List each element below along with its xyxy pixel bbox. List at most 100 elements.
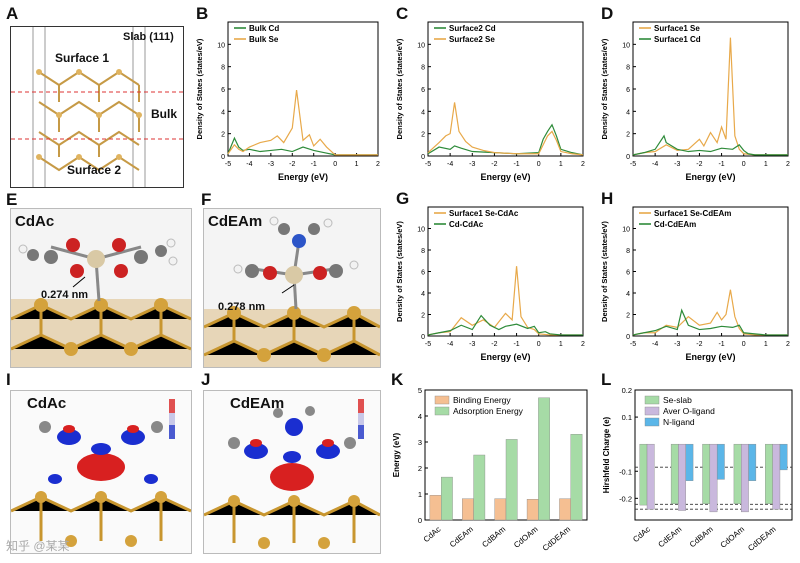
- x-tick-label: CdAc: [631, 525, 652, 544]
- legend-entry: Surface1 Se-CdEAm: [654, 209, 731, 218]
- x-tick-label: -4: [246, 161, 252, 168]
- y-tick-label: 6: [421, 270, 425, 277]
- y-tick-label: 8: [421, 65, 425, 72]
- bar: [441, 476, 453, 521]
- panel-label: G: [396, 189, 410, 208]
- legend-swatch: [434, 395, 450, 405]
- bar: [733, 443, 742, 504]
- x-tick-label: 2: [786, 341, 790, 348]
- x-tick-label: -1: [718, 161, 724, 168]
- dos-chart-b: -5 -4 -3 -2 -1 0 1 2 0 2 4 6 8 10 Energy (eV) Density o…: [195, 21, 380, 182]
- molecule-on-slab-illustration: [11, 238, 191, 367]
- legend-swatch: [644, 406, 660, 416]
- x-tick-label: -3: [674, 161, 680, 168]
- bar: [716, 443, 725, 480]
- dos-chart-g: -5 -4 -3 -2 -1 0 1 2 0 2 4 6 8 10 Energy (eV) Density o…: [395, 206, 585, 362]
- x-tick-label: -4: [652, 161, 658, 168]
- x-tick-label: 2: [376, 161, 380, 168]
- x-tick-label: 2: [581, 161, 585, 168]
- bar: [494, 498, 507, 521]
- bond-distance-label: 0.274 nm: [41, 289, 89, 301]
- x-tick-label: 1: [764, 341, 768, 348]
- chart-h: H -5 -4 -3 -2 -1 0 1 2 0 2 4 6 8 10 Energy (eV) Density…: [595, 185, 800, 370]
- chart-d: D -5 -4 -3 -2 -1 0 1 2 0 2 4 6 8 10 Energy (eV) Density…: [595, 0, 800, 190]
- charge-density-illustration: [204, 399, 380, 549]
- x-axis-label: Energy (eV): [685, 172, 735, 182]
- y-tick-label: 8: [626, 248, 630, 255]
- chart-l: L 0.2 0.1 -0.1 -0.2 Hirshfeld Charge (e) CdAc…: [595, 370, 800, 558]
- panel-label: F: [201, 190, 212, 209]
- bar: [473, 454, 486, 521]
- panel-label: A: [6, 4, 19, 23]
- charge-density-illustration: [11, 399, 191, 547]
- bar: [685, 443, 694, 481]
- slab-diagram: Slab (111) Surface 1 Bulk Surface 2: [10, 26, 184, 188]
- bond-distance-label: 0.278 nm: [218, 301, 266, 313]
- y-tick-label: 0: [421, 334, 425, 341]
- panel-label: D: [601, 4, 614, 23]
- dos-chart-d: -5 -4 -3 -2 -1 0 1 2 0 2 4 6 8 10 Energy (eV) Density o…: [600, 21, 790, 182]
- y-tick-label: 0: [626, 334, 630, 341]
- y-tick-label: 6: [221, 87, 225, 94]
- y-tick-label: 2: [626, 132, 630, 139]
- dos-chart-c: -5 -4 -3 -2 -1 0 1 2 0 2 4 6 8 10 Energy (eV) Density o…: [395, 21, 585, 182]
- panel-label: C: [396, 4, 409, 23]
- legend-entry: Cd-CdEAm: [654, 220, 696, 229]
- y-tick-label: 6: [626, 87, 630, 94]
- y-tick-label: 4: [418, 412, 422, 421]
- panel-label: I: [6, 370, 11, 389]
- x-tick-label: CdOAm: [512, 524, 540, 549]
- series-line: [227, 90, 378, 156]
- bar: [779, 443, 788, 471]
- x-tick-label: -4: [447, 341, 453, 348]
- molecule-title: CdAc: [27, 395, 67, 412]
- y-tick-label: 10: [622, 227, 630, 234]
- x-tick-label: -2: [289, 161, 295, 168]
- y-tick-label: 4: [626, 109, 630, 116]
- legend-entry: Bulk Cd: [249, 24, 279, 33]
- bar: [702, 443, 711, 504]
- y-tick-label: 0: [626, 154, 630, 161]
- y-tick-label: 2: [421, 132, 425, 139]
- y-tick-label: 8: [626, 65, 630, 72]
- series-line: [632, 134, 788, 156]
- x-axis-label: Energy (eV): [480, 172, 530, 182]
- y-axis-label: Density of States (states/eV): [395, 38, 404, 139]
- x-tick-label: 0: [537, 341, 541, 348]
- panel-label: H: [601, 189, 614, 208]
- y-tick-label: 10: [622, 42, 630, 49]
- panel-e: E CdAc 0.274 nm: [0, 190, 195, 370]
- x-tick-label: -2: [696, 341, 702, 348]
- series-line: [632, 37, 788, 156]
- bar: [646, 443, 655, 510]
- surface1-label: Surface 1: [55, 51, 110, 65]
- chart-c: C -5 -4 -3 -2 -1 0 1 2 0 2 4 6 8 10 Energy (eV) Density…: [390, 0, 595, 190]
- bar: [505, 439, 518, 521]
- y-tick-label: 5: [418, 386, 422, 395]
- y-tick-label: 4: [421, 109, 425, 116]
- legend-entry: Adsorption Energy: [453, 406, 524, 416]
- plot-frame: [634, 389, 793, 521]
- dos-chart-h: -5 -4 -3 -2 -1 0 1 2 0 2 4 6 8 10 Energy (eV) Density o…: [600, 206, 790, 362]
- bar: [748, 443, 757, 481]
- x-tick-label: -1: [513, 161, 519, 168]
- x-tick-label: -5: [630, 341, 636, 348]
- bar: [462, 498, 474, 521]
- x-axis-label: Energy (eV): [278, 172, 328, 182]
- x-axis-label: Energy (eV): [480, 352, 530, 362]
- molecule-title: CdEAm: [230, 395, 285, 412]
- x-tick-label: CdBAm: [480, 524, 507, 549]
- x-tick-label: -2: [696, 161, 702, 168]
- panel-j: J CdEAm: [195, 370, 385, 558]
- x-tick-label: -2: [491, 161, 497, 168]
- legend-entry: Surface2 Cd: [449, 24, 496, 33]
- legend-swatch: [644, 395, 660, 405]
- y-tick-label: 0: [421, 154, 425, 161]
- legend-entry: Binding Energy: [453, 395, 511, 405]
- y-tick-label: 8: [421, 248, 425, 255]
- x-tick-label: -4: [652, 341, 658, 348]
- x-tick-label: -2: [491, 341, 497, 348]
- y-tick-label: 2: [418, 464, 422, 473]
- surface2-label: Surface 2: [67, 163, 122, 177]
